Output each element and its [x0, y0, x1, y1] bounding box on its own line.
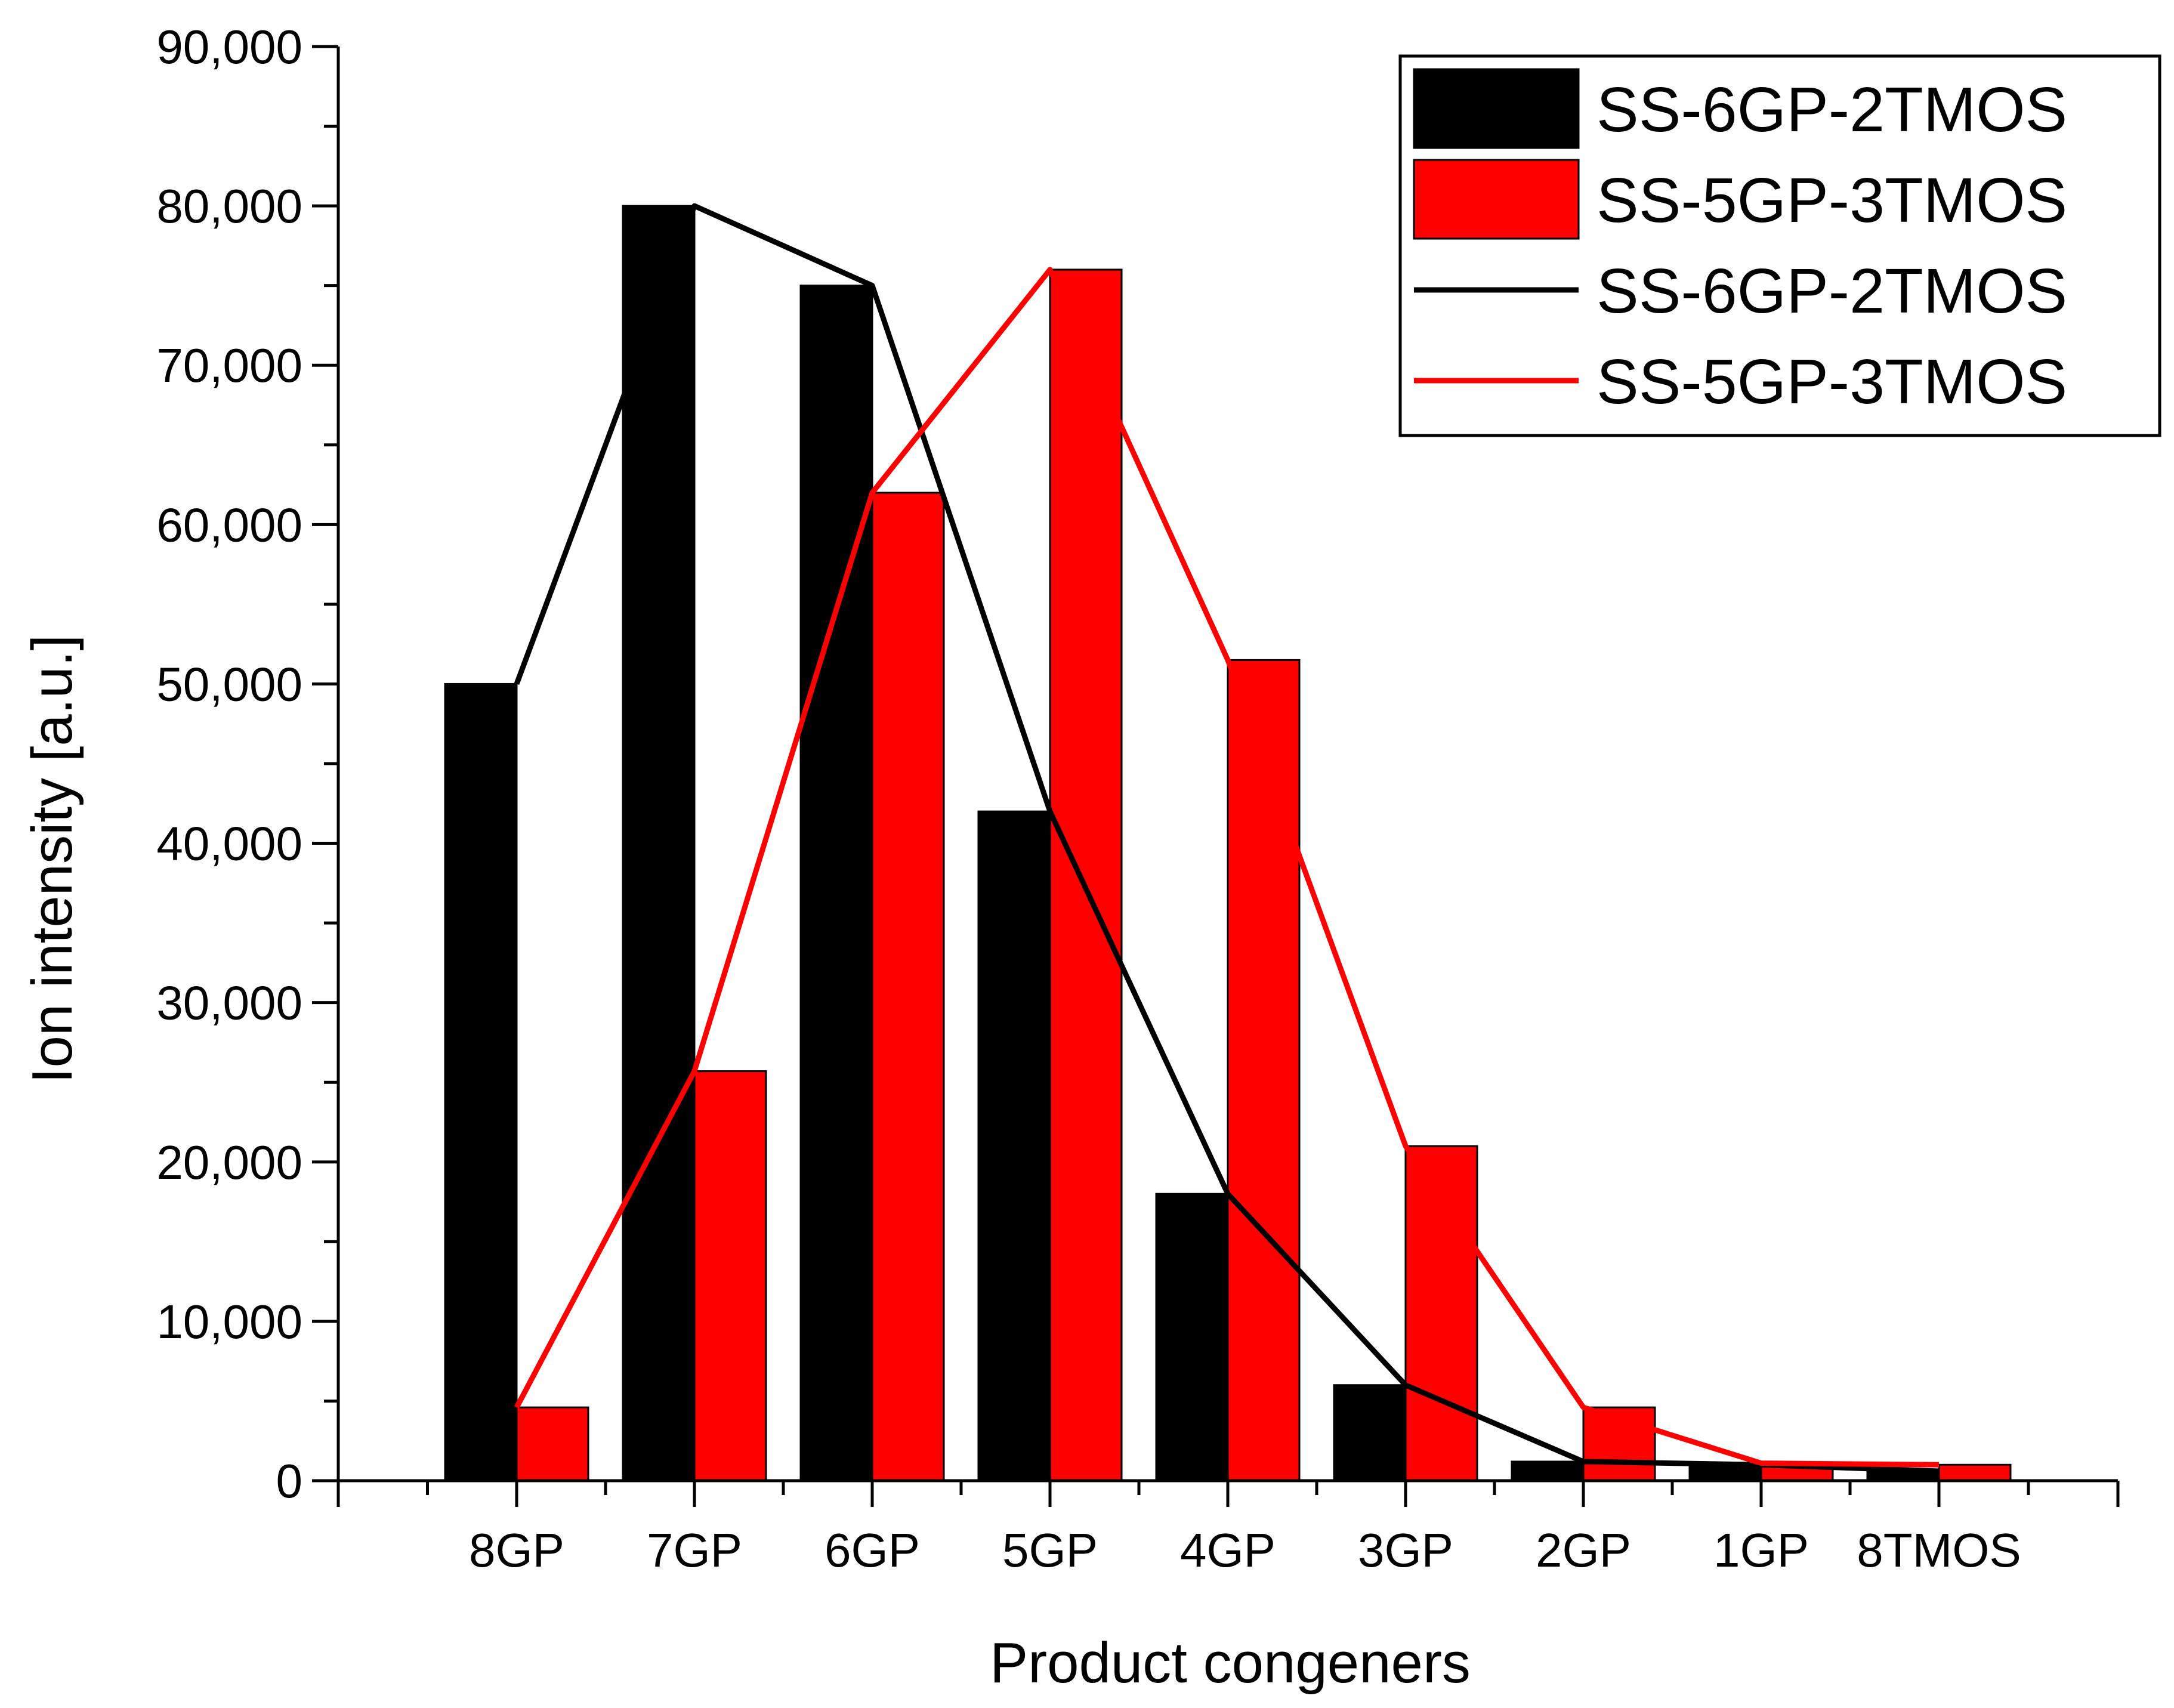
y-tick-label: 0 [276, 1454, 303, 1508]
axes-layer: 0 10,000 20,000 30,000 40,000 50,000 60,000 70,… [156, 20, 2120, 1577]
y-tick-label: 50,000 [156, 657, 302, 711]
bar-series1-4gp [1155, 1193, 1229, 1482]
bar-series1-2gp [1511, 1460, 1585, 1482]
y-axis-title: Ion intensity [a.u.] [20, 635, 84, 1083]
y-tick-label: 40,000 [156, 817, 302, 870]
x-tick-label-8tmos: 8TMOS [1857, 1524, 2021, 1577]
y-tick-label: 10,000 [156, 1295, 302, 1348]
line-series-2 [514, 267, 1940, 1468]
legend-label-1: SS-6GP-2TMOS [1596, 75, 2067, 145]
bar-series2-4gp [1227, 659, 1301, 1482]
bar-series1-1gp [1688, 1463, 1762, 1482]
x-tick-label-6gp: 6GP [824, 1524, 920, 1577]
legend-label-4: SS-5GP-3TMOS [1596, 347, 2067, 417]
bar-series1-5gp [977, 810, 1051, 1482]
bar-series2-8tmos [1938, 1463, 2012, 1482]
line-series-1 [514, 203, 1940, 1474]
x-axis-title: Product congeners [990, 1631, 1471, 1695]
bars-layer [444, 205, 2012, 1482]
bar-series1-3gp [1333, 1384, 1407, 1482]
y-tick-label: 90,000 [156, 20, 302, 73]
y-tick-label: 60,000 [156, 498, 302, 551]
y-tick-label: 80,000 [156, 180, 302, 233]
legend-label-3: SS-6GP-2TMOS [1596, 256, 2067, 326]
bar-series2-7gp [693, 1070, 767, 1482]
x-tick-label-1gp: 1GP [1713, 1524, 1809, 1577]
bar-series1-6gp [799, 285, 873, 1482]
x-tick-label-2gp: 2GP [1536, 1524, 1631, 1577]
bar-series2-6gp [871, 492, 945, 1482]
x-tick-label-3gp: 3GP [1358, 1524, 1453, 1577]
legend-label-2: SS-5GP-3TMOS [1596, 165, 2067, 236]
x-tick-label-5gp: 5GP [1002, 1524, 1098, 1577]
y-tick-label: 20,000 [156, 1136, 302, 1189]
y-tick-label: 30,000 [156, 977, 302, 1030]
bar-series2-5gp [1049, 268, 1123, 1482]
lines-layer [514, 203, 1940, 1474]
x-tick-label-7gp: 7GP [647, 1524, 742, 1577]
y-tick-label: 70,000 [156, 339, 302, 392]
bar-series2-8gp [515, 1406, 589, 1482]
legend-swatch-bar-1 [1413, 68, 1580, 149]
legend-swatch-bar-2 [1413, 159, 1580, 240]
legend: SS-6GP-2TMOS SS-5GP-3TMOS SS-6GP-2TMOS SS-5… [1398, 54, 2161, 437]
bar-series1-7gp [622, 205, 696, 1482]
x-tick-label-4gp: 4GP [1180, 1524, 1276, 1577]
bar-series1-8gp [444, 682, 518, 1482]
x-tick-label-8gp: 8GP [469, 1524, 564, 1577]
